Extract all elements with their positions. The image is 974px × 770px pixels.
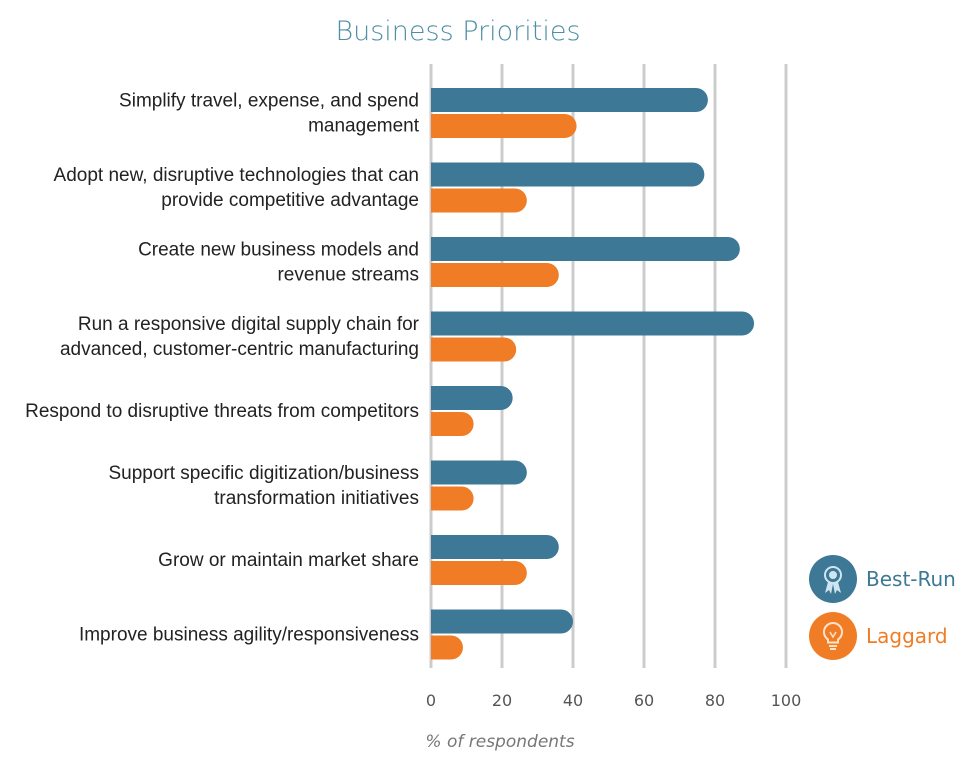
bar-best-run-7 [431, 535, 559, 559]
category-label: advanced, customer-centric manufacturing [60, 339, 419, 360]
chart-title: Business Priorities [335, 16, 580, 47]
category-label: revenue streams [277, 265, 419, 286]
x-tick-label: 20 [492, 691, 512, 710]
legend-label-laggard: Laggard [866, 624, 948, 648]
x-tick-label: 60 [634, 691, 654, 710]
bar-laggard-3 [431, 263, 559, 287]
category-label: Improve business agility/responsiveness [79, 625, 419, 646]
bar-laggard-1 [431, 114, 577, 138]
bar-best-run-6 [431, 460, 527, 485]
category-label: Create new business models and [138, 240, 419, 261]
bar-best-run-4 [431, 311, 755, 336]
x-tick-label: 100 [771, 691, 802, 710]
category-label: Run a responsive digital supply chain fo… [78, 314, 420, 335]
ribbon-award-icon [824, 566, 842, 594]
category-label: Support specific digitization/business [108, 463, 419, 484]
bar-best-run-5 [431, 386, 513, 410]
legend: Best-Run Laggard [809, 555, 956, 660]
x-tick-labels: 0 20 40 60 80 100 [426, 691, 801, 710]
category-label: Grow or maintain market share [158, 550, 419, 571]
category-label: Adopt new, disruptive technologies that … [54, 165, 419, 186]
category-label: Respond to disruptive threats from compe… [25, 401, 419, 422]
bars [431, 88, 755, 660]
bar-best-run-3 [431, 237, 740, 261]
x-tick-label: 0 [426, 691, 436, 710]
category-label: management [308, 116, 420, 137]
legend-label-best-run: Best-Run [866, 567, 956, 591]
lightbulb-icon [822, 621, 844, 650]
category-label: transformation initiatives [214, 488, 419, 509]
bar-laggard-5 [431, 412, 474, 436]
bar-laggard-7 [431, 561, 527, 585]
category-label: provide competitive advantage [161, 190, 419, 211]
bar-best-run-1 [431, 88, 708, 112]
bar-best-run-2 [431, 162, 705, 187]
category-labels: Simplify travel, expense, and spend manag… [25, 91, 420, 646]
bar-laggard-4 [431, 337, 517, 362]
x-axis-label: % of respondents [425, 732, 574, 752]
x-tick-label: 80 [705, 691, 725, 710]
bar-laggard-2 [431, 188, 527, 213]
x-tick-label: 40 [563, 691, 583, 710]
bar-laggard-8 [431, 635, 463, 660]
bar-best-run-8 [431, 609, 573, 634]
bar-laggard-6 [431, 486, 474, 511]
category-label: Simplify travel, expense, and spend [119, 91, 419, 112]
